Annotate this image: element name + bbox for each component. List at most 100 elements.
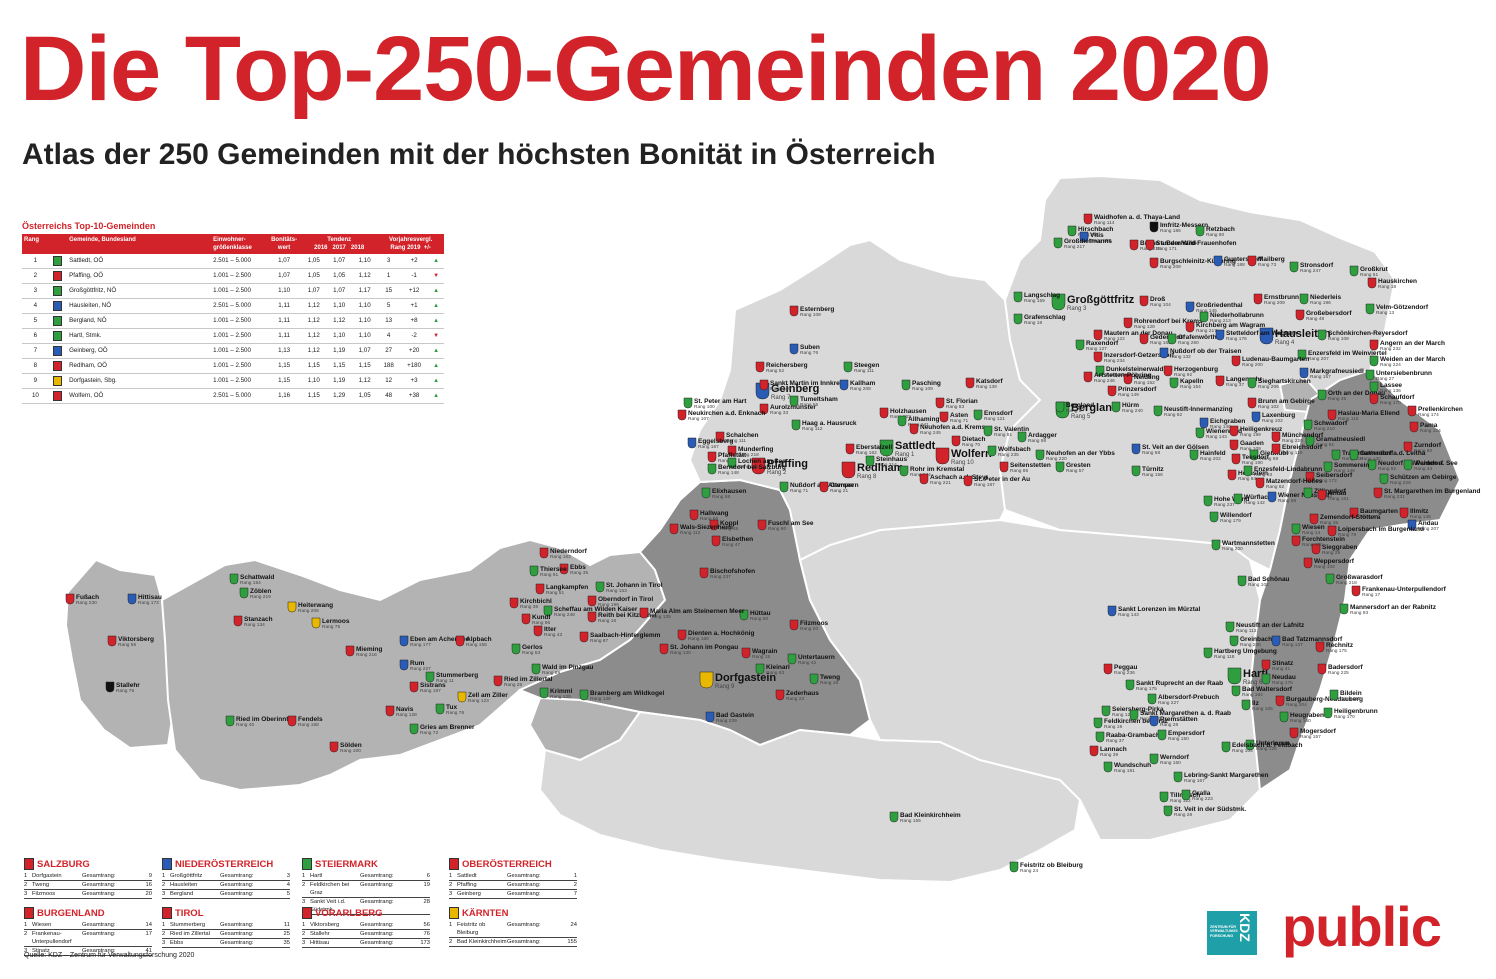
legend-state-name: BURGENLAND: [37, 907, 105, 919]
coat-of-arms-icon: [1167, 333, 1177, 345]
coat-of-arms-icon: [1251, 411, 1261, 423]
place-rank: Rang 232: [1380, 346, 1401, 352]
place-rank: Rang 187: [974, 482, 995, 488]
place-rank: Rang 220: [1046, 456, 1067, 462]
place-name: Rum: [410, 660, 425, 667]
place-rank: Rang 52: [766, 368, 784, 374]
top10-cell-r19: 12: [377, 373, 400, 389]
place-rank: Rang 157: [1310, 374, 1331, 380]
place-name: Enzesfeld-Lindabrunn: [1254, 466, 1322, 473]
place-rank: Rang 33: [770, 410, 788, 416]
coat-of-arms-icon: [1211, 539, 1221, 551]
place-name: Loipersbach im Burgenland: [1338, 526, 1424, 533]
coat-of-arms-icon: [1095, 365, 1105, 377]
col-2016: 2016: [314, 245, 328, 251]
coat-of-arms-icon: [1231, 453, 1241, 465]
top10-cell-t16: 1,15: [301, 358, 327, 374]
legend-row: 1 Stummerberg Gesamtrang: 11: [162, 921, 290, 930]
place-name: Prellenkirchen: [1418, 406, 1463, 413]
place-rank: Rang 51: [546, 590, 564, 596]
top10-row: 1 Sattledt, OÖ 2.501 – 5.000 1,07 1,05 1,07 1,…: [22, 254, 444, 269]
place-name: Münchendorf: [1282, 432, 1324, 439]
coat-of-arms-icon: [385, 705, 395, 717]
legend-cell: Gesamtrang:: [360, 882, 394, 888]
coat-of-arms-icon: [677, 409, 687, 421]
legend-cell: Gesamtrang:: [360, 899, 394, 905]
place-name: Grafenschlag: [1024, 314, 1066, 321]
coat-of-arms-icon: [1317, 389, 1327, 401]
place-rank: Rang 35: [570, 570, 588, 576]
place-rank: Rang 227: [1158, 700, 1179, 706]
coat-of-arms-icon: [1279, 711, 1289, 723]
place-name: Haslau-Maria Ellend: [1338, 410, 1400, 417]
coat-of-arms-icon: [1149, 753, 1159, 765]
top10-cell-t16: 1,15: [301, 388, 327, 404]
place-name: Tweng: [820, 674, 840, 681]
coat-of-arms-icon: [1407, 519, 1417, 531]
place-name: Eben am Achensee: [410, 636, 470, 643]
top10-row: 9 Dorfgastein, Sbg. 1.001 – 2.500 1,15 1,10 1…: [22, 373, 444, 389]
coat-of-arms-icon: [1185, 301, 1195, 313]
place-rank: Rang 18: [1024, 320, 1042, 326]
place-name: Pfaffing: [767, 458, 808, 470]
top10-cell-rang: 10: [22, 388, 49, 404]
place-rank: Rang 246: [1094, 378, 1115, 384]
place-rank: Rang 225: [1328, 670, 1349, 676]
top10-cell-klasse: 1.001 – 2.500: [211, 313, 268, 329]
place-name: Großdietmanns: [1064, 238, 1112, 245]
place-rank: Rang 102: [1248, 582, 1269, 588]
place-rank: Rang 208: [850, 386, 871, 392]
place-name: Wolfern: [951, 448, 992, 460]
place-name: Sölden: [340, 742, 362, 749]
legend-cell: 2: [162, 931, 166, 937]
coat-of-arms-icon: [779, 481, 789, 493]
coat-of-arms-icon: [879, 439, 894, 457]
col-gemeinde: Gemeinde, Bundesland: [69, 237, 136, 243]
top10-row: 4 Hausleiten, NÖ 2.501 – 5.000 1,11 1,12 1,10…: [22, 298, 444, 314]
coat-of-arms-icon: [1149, 257, 1159, 269]
place-rank: Rang 124: [1112, 712, 1133, 718]
col-rang: Rang: [24, 237, 39, 243]
place-rank: Rang 126: [590, 696, 611, 702]
legend-cell: Pfaffing: [457, 882, 477, 888]
place-rank: Rang 137: [1282, 642, 1303, 648]
place-name: Seibersdorf: [1316, 472, 1353, 479]
place-name: Eggelsberg: [698, 438, 733, 445]
legend-row: 2 Feldkirchen bei Graz Gesamtrang: 19: [302, 881, 430, 898]
top10-cell-crest: [48, 313, 68, 329]
legend-tirol: TIROL 1 Stummerberg Gesamtrang: 11 2 Ried im Z…: [162, 907, 290, 948]
coat-of-arms-icon: [1247, 377, 1257, 389]
place-rank: Rang 13: [1376, 310, 1394, 316]
place-rank: Rang 111: [854, 368, 874, 374]
coat-of-arms-icon: [1327, 525, 1337, 537]
place-rank: Rang 107: [688, 416, 709, 422]
trend-up-icon: ▲: [433, 303, 440, 309]
legend-row: 1 Feistritz ob Bleiburg Gesamtrang: 24: [449, 921, 577, 938]
place-rank: Rang 197: [420, 688, 441, 694]
coat-of-arms-icon: [1195, 427, 1205, 439]
place-rank: Rang 82: [1164, 412, 1182, 418]
place-name: Niederndorf: [550, 548, 588, 555]
legend-cell: Gesamtrang:: [507, 882, 541, 888]
legend-heading: KÄRNTEN: [449, 907, 577, 919]
state-crest-icon: [162, 907, 172, 919]
legend-cell: Hittisau: [310, 940, 330, 946]
coat-of-arms-icon: [1229, 635, 1239, 647]
